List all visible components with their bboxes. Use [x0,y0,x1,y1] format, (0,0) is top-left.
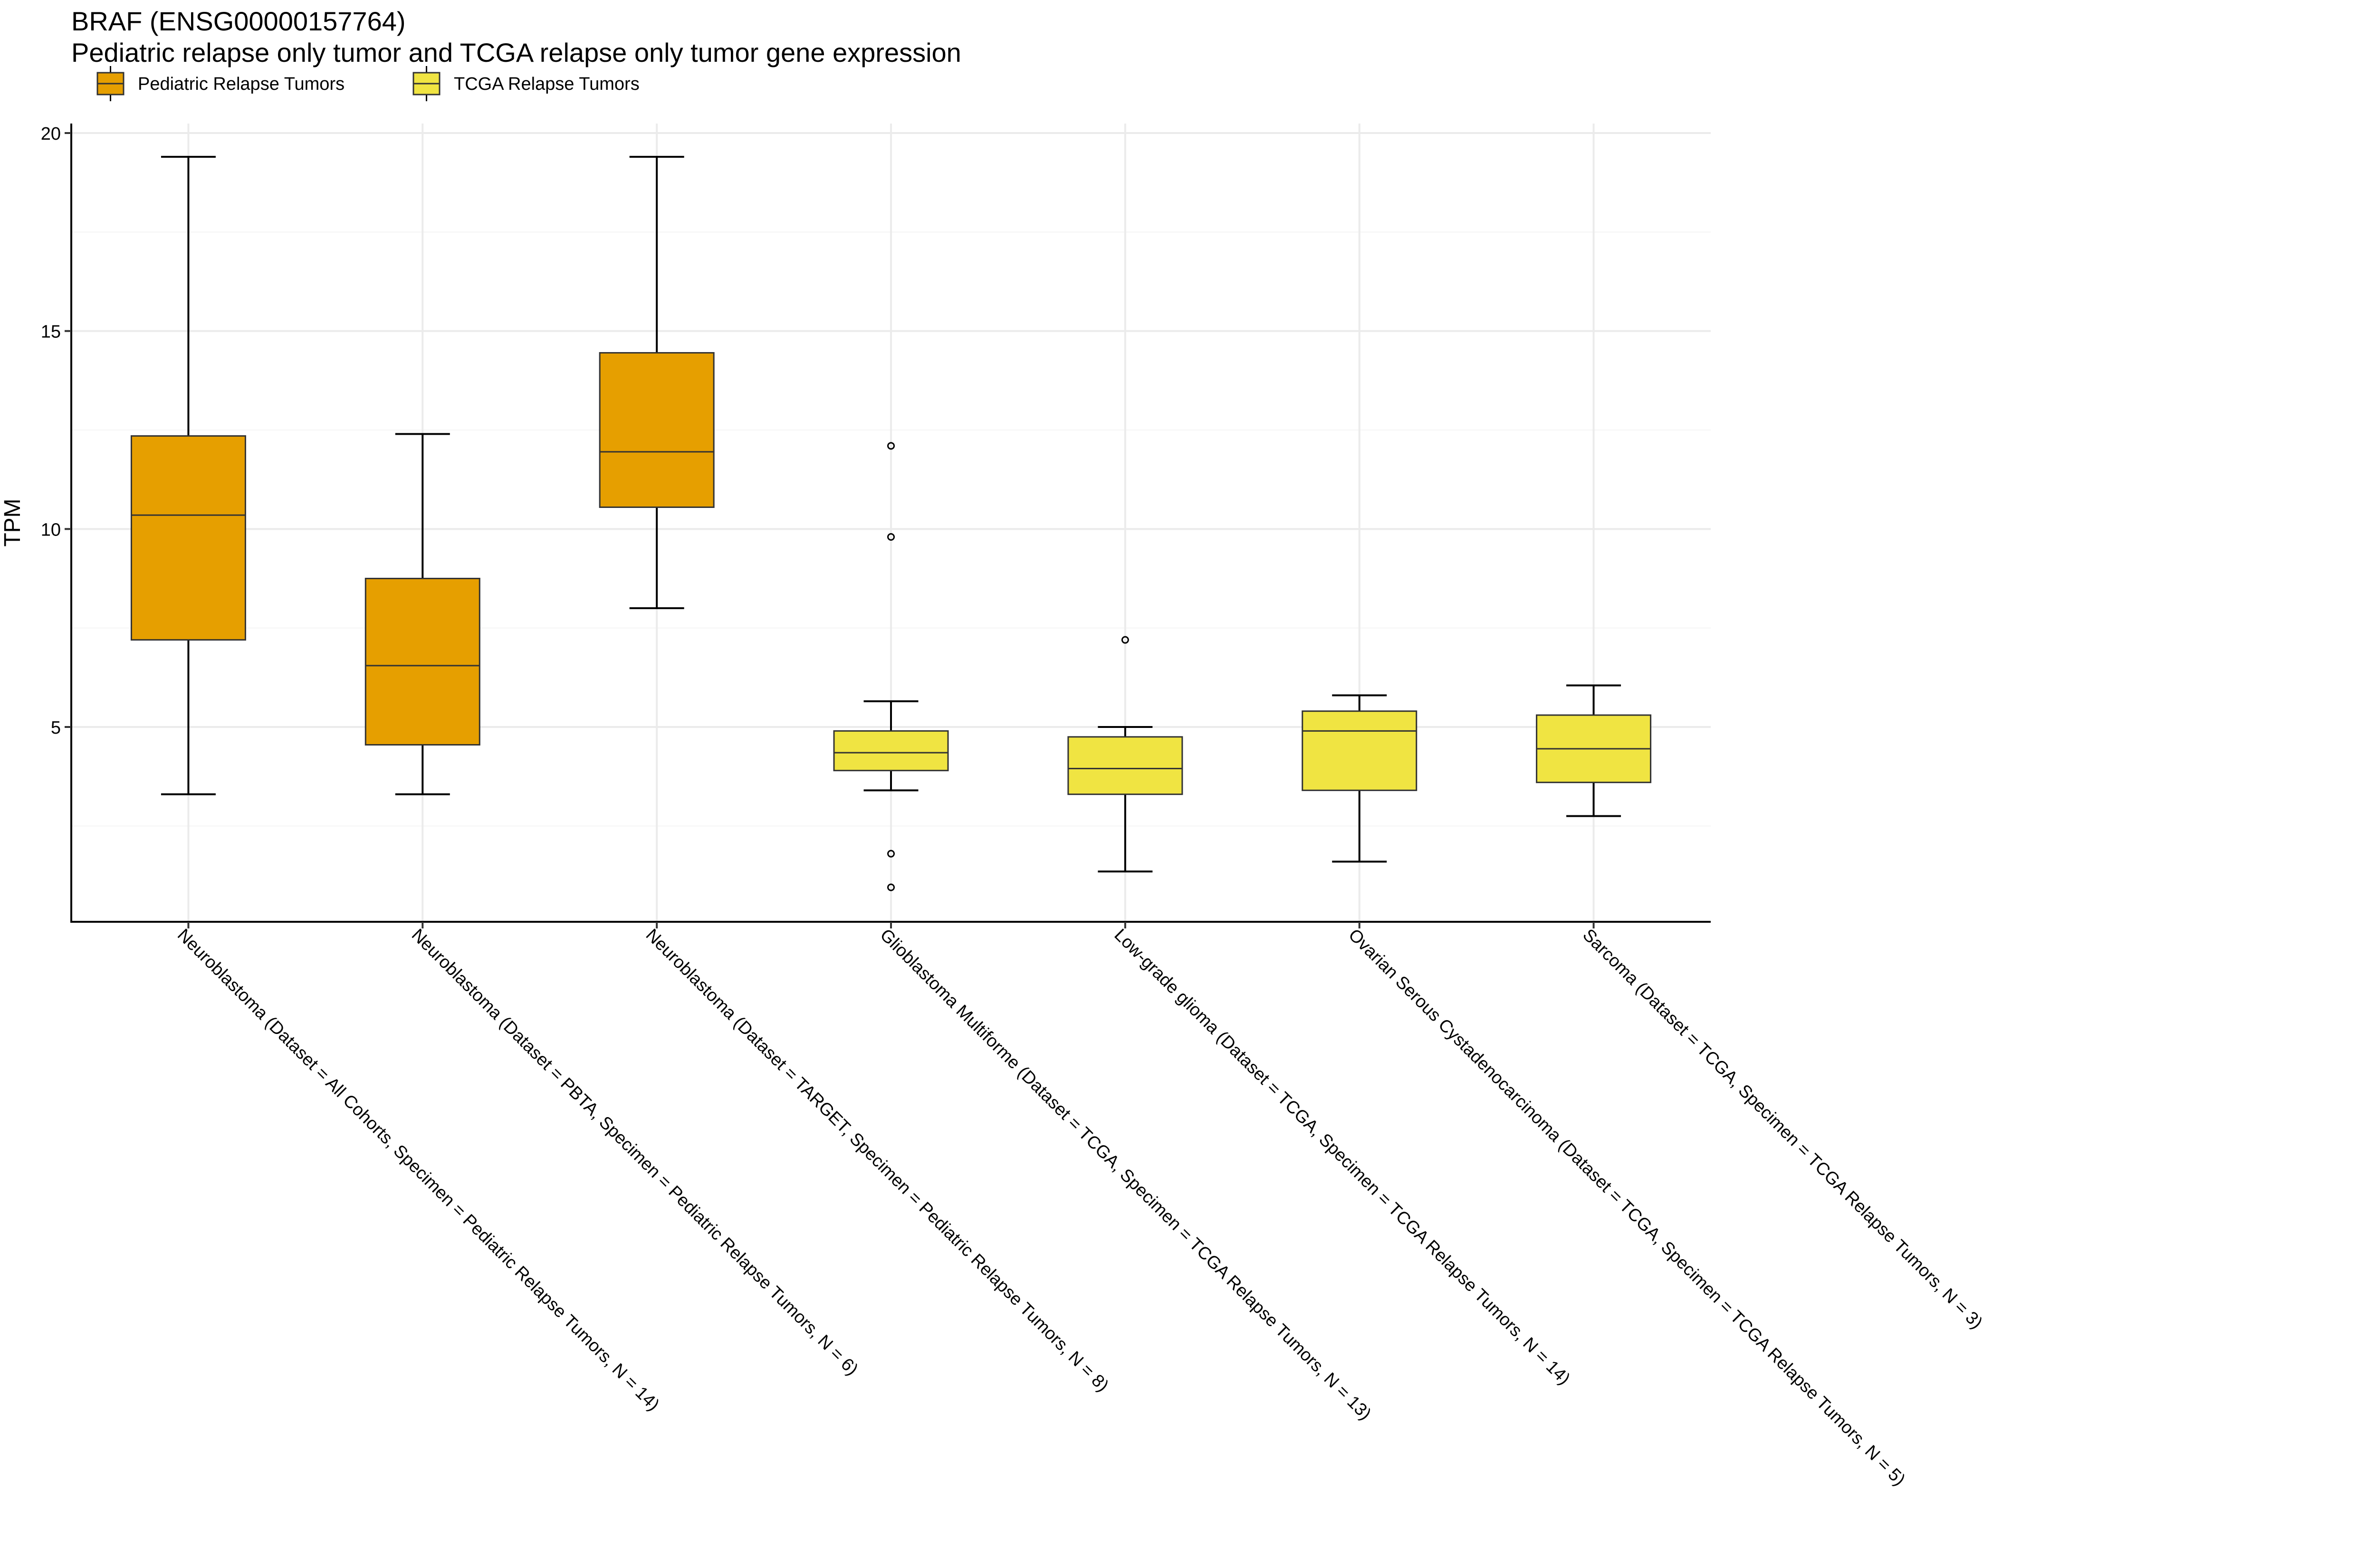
x-tick-label: Neuroblastoma (Dataset = PBTA, Specimen … [408,925,862,1379]
chart-subtitle: Pediatric relapse only tumor and TCGA re… [71,38,961,67]
box-7 [1536,684,1652,817]
box-2 [364,433,480,795]
x-tick-label: Neuroblastoma (Dataset = TARGET, Specime… [642,925,1112,1396]
y-tick-label: 10 [41,520,61,540]
legend-item: Pediatric Relapse Tumors [96,66,345,101]
outlier-point [887,533,895,541]
x-tick-label: Ovarian Serous Cystadenocarcinoma (Datas… [1345,925,1909,1490]
box-iqr [364,578,480,746]
legend-item: TCGA Relapse Tumors [412,66,640,101]
chart-title: BRAF (ENSG00000157764) [71,6,406,36]
box-6 [1302,694,1418,863]
box-iqr [599,352,715,508]
box-series [130,156,1652,891]
box-5 [1067,636,1183,873]
x-tick-label: Glioblastoma Multiforme (Dataset = TCGA,… [876,925,1375,1424]
y-axis-label: TPM [0,498,25,546]
y-tick-label: 20 [41,124,61,144]
x-tick-label: Sarcoma (Dataset = TCGA, Specimen = TCGA… [1579,925,1987,1333]
legend: Pediatric Relapse Tumors TCGA Relapse Tum… [96,66,640,101]
box-iqr [130,435,246,641]
box-iqr [833,730,949,772]
outlier-point [887,442,895,450]
y-tick-label: 15 [41,322,61,342]
legend-label: Pediatric Relapse Tumors [138,74,345,94]
outlier-point [887,850,895,858]
legend-label: TCGA Relapse Tumors [454,74,640,94]
box-iqr [1302,710,1418,791]
box-iqr [1067,736,1183,795]
x-tick-label: Neuroblastoma (Dataset = All Cohorts, Sp… [174,925,663,1415]
x-tick-label: Low-grade glioma (Dataset = TCGA, Specim… [1111,925,1574,1388]
axes: 5 10 15 20 TPM Neuroblastoma (Dataset = All C… [0,124,1986,1489]
box-4 [833,442,949,891]
outlier-point [887,883,895,891]
outlier-point [1121,636,1129,644]
y-tick-label: 5 [51,718,61,738]
box-3 [599,156,715,609]
box-1 [130,156,246,795]
grid-lines [71,124,1711,922]
